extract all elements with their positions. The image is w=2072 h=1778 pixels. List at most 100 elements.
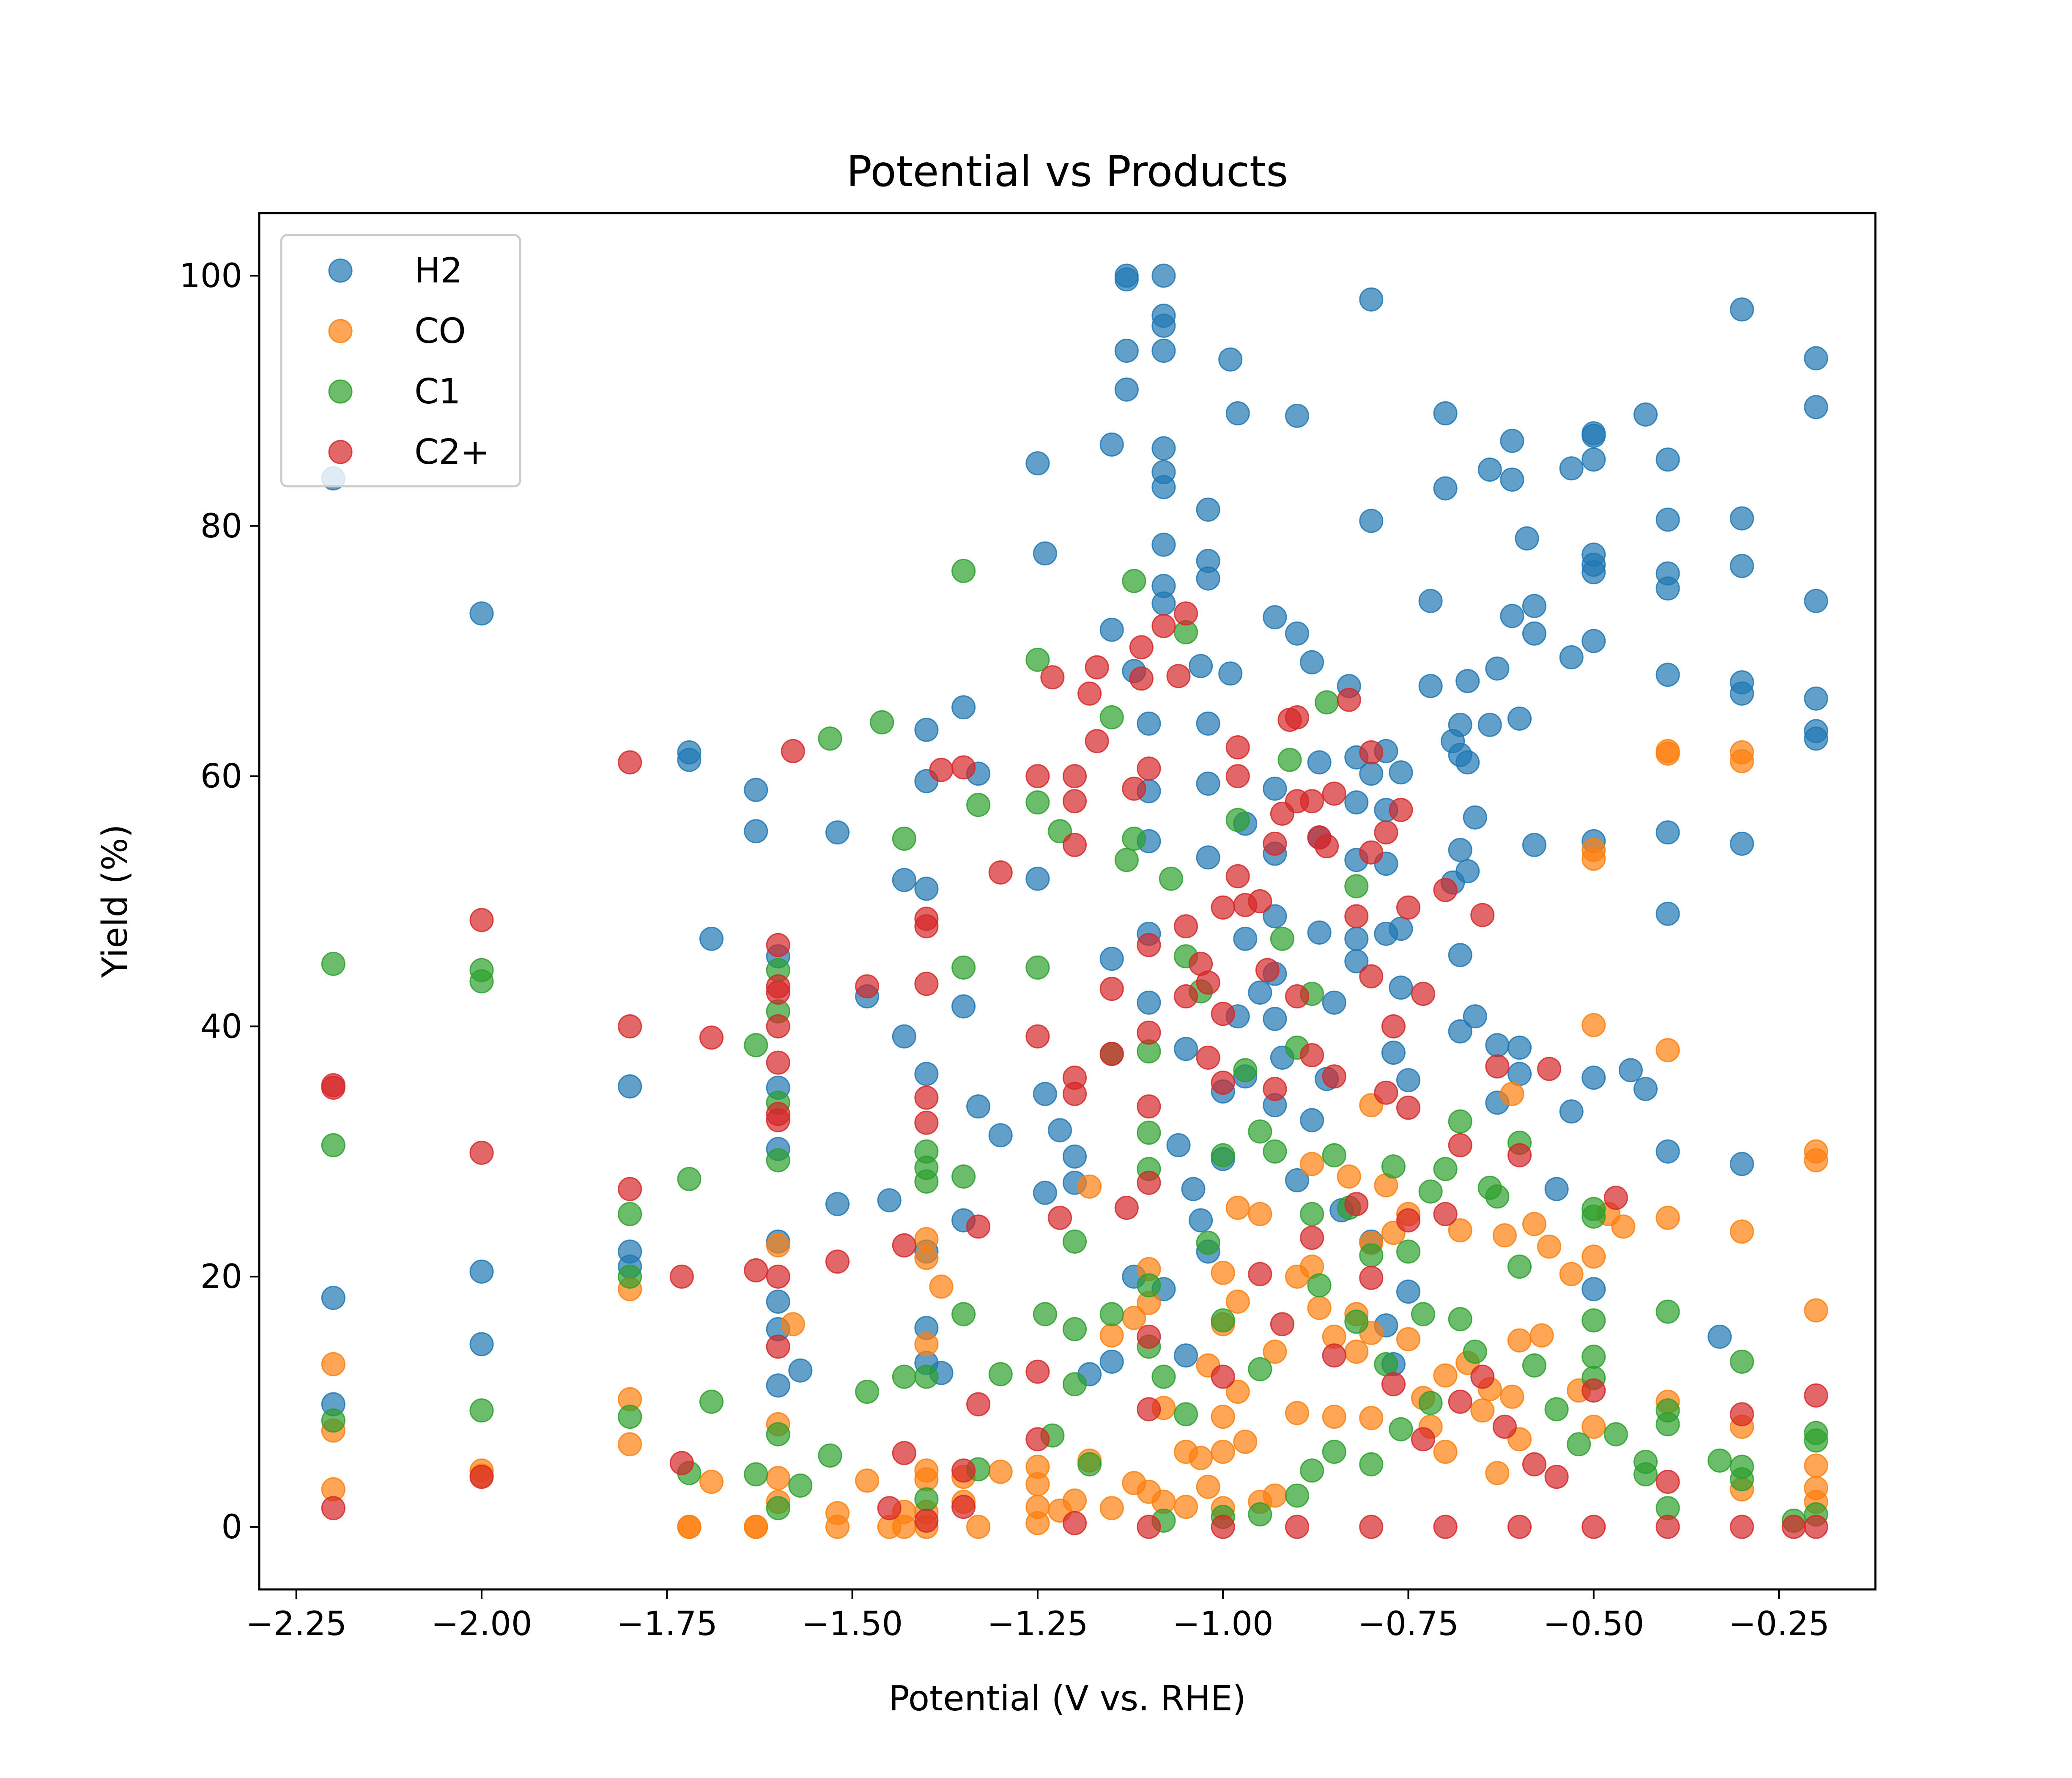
- point-h2-102: [1344, 790, 1369, 815]
- point-c1-112: [1655, 1412, 1680, 1436]
- point-h2-91: [1263, 1007, 1287, 1031]
- point-h2-5: [469, 1332, 494, 1356]
- point-c1-114: [1707, 1448, 1732, 1473]
- point-c2plus-53: [1085, 655, 1109, 679]
- point-co-116: [1655, 741, 1680, 766]
- chart-title: Potential vs Products: [847, 147, 1288, 196]
- point-h2-6: [618, 1074, 642, 1099]
- x-tick-label-8: −0.25: [1729, 1605, 1830, 1643]
- point-c2plus-63: [1137, 1020, 1161, 1045]
- point-h2-188: [1166, 1133, 1191, 1157]
- point-h2-121: [1433, 476, 1458, 501]
- point-c1-46: [1063, 1317, 1087, 1341]
- point-co-12: [744, 1515, 768, 1539]
- point-c1-72: [1248, 1357, 1272, 1381]
- point-c1-49: [1099, 705, 1124, 729]
- point-co-69: [1263, 1340, 1287, 1364]
- point-c2plus-134: [1270, 1312, 1294, 1337]
- point-co-92: [1433, 1440, 1458, 1464]
- point-c1-13: [744, 1462, 768, 1487]
- point-c2plus-125: [1581, 1515, 1606, 1539]
- point-c1-7: [618, 1264, 642, 1289]
- point-c2plus-71: [1174, 914, 1198, 939]
- point-c2plus-122: [1781, 1515, 1806, 1539]
- point-c1-17: [766, 1148, 790, 1173]
- ticks-layer: −2.25 −2.00 −1.75 −1.50 −1.25 −1.00 −0.75 −0.50…: [179, 257, 1829, 1643]
- point-co-122: [1729, 1219, 1754, 1244]
- x-tick-label-3: −1.50: [802, 1605, 903, 1643]
- point-c2plus-138: [1359, 1266, 1384, 1290]
- point-co-54: [1174, 1495, 1198, 1519]
- point-h2-73: [1174, 1037, 1198, 1061]
- point-co-15: [766, 1466, 790, 1490]
- point-c2plus-52: [1077, 681, 1102, 706]
- point-h2-78: [1196, 711, 1220, 736]
- point-c1-61: [1159, 866, 1183, 891]
- point-h2-176: [1729, 506, 1754, 531]
- point-h2-1: [321, 1286, 345, 1310]
- point-c2plus-19: [766, 1108, 790, 1132]
- point-c2plus-40: [988, 860, 1013, 885]
- point-c1-52: [1114, 848, 1139, 872]
- point-co-45: [1099, 1496, 1124, 1520]
- point-co-7: [618, 1432, 642, 1457]
- point-h2-124: [1448, 712, 1472, 737]
- point-c2plus-9: [669, 1264, 694, 1289]
- point-c1-58: [1137, 1273, 1161, 1298]
- point-h2-116: [1389, 975, 1413, 1000]
- point-c2plus-6: [618, 750, 642, 775]
- y-tick-label-5: 100: [179, 257, 242, 295]
- point-c2plus-93: [1300, 789, 1324, 814]
- point-co-0: [321, 1352, 345, 1376]
- point-c1-22: [818, 1443, 842, 1468]
- point-c1-79: [1307, 1273, 1332, 1298]
- point-c2plus-54: [1085, 729, 1109, 753]
- point-c2plus-96: [1315, 834, 1339, 858]
- point-h2-154: [1581, 424, 1606, 448]
- point-c1-60: [1151, 1364, 1176, 1389]
- point-c2plus-61: [1137, 756, 1161, 781]
- point-c2plus-136: [1322, 1343, 1346, 1368]
- y-tick-label-0: 0: [221, 1508, 242, 1546]
- point-c2plus-144: [1448, 1389, 1472, 1414]
- point-c2plus-103: [1359, 964, 1384, 989]
- point-c2plus-13: [766, 933, 790, 957]
- point-c2plus-141: [1396, 1208, 1420, 1233]
- point-h2-21: [788, 1358, 813, 1383]
- point-co-118: [1655, 1205, 1680, 1230]
- point-h2-44: [1033, 541, 1057, 566]
- point-c2plus-15: [766, 981, 790, 1005]
- point-co-112: [1581, 1414, 1606, 1439]
- point-h2-117: [1396, 1068, 1420, 1093]
- point-c1-101: [1567, 1432, 1591, 1457]
- point-c2plus-84: [1248, 889, 1272, 913]
- point-h2-67: [1151, 436, 1176, 460]
- point-c1-66: [1196, 1230, 1220, 1255]
- point-h2-171: [1655, 820, 1680, 845]
- point-c1-75: [1277, 748, 1302, 772]
- point-c2plus-11: [699, 1025, 724, 1050]
- legend-label-c1: C1: [414, 372, 460, 412]
- point-h2-79: [1196, 771, 1220, 796]
- point-h2-173: [1655, 1139, 1680, 1164]
- point-c2plus-77: [1211, 1002, 1235, 1026]
- point-h2-3: [469, 601, 494, 626]
- point-c1-1: [321, 1133, 345, 1157]
- plot-frame: [258, 212, 1877, 1591]
- point-c2plus-45: [1040, 665, 1065, 690]
- legend-frame: [280, 234, 521, 488]
- point-co-31: [929, 1274, 954, 1299]
- point-c2plus-21: [766, 1334, 790, 1359]
- point-h2-196: [1248, 981, 1272, 1005]
- point-c2plus-108: [1396, 1096, 1420, 1120]
- point-c1-48: [1077, 1452, 1102, 1477]
- point-co-77: [1322, 1405, 1346, 1429]
- point-co-44: [1099, 1323, 1124, 1348]
- point-c1-105: [1581, 1345, 1606, 1369]
- point-co-58: [1211, 1260, 1235, 1285]
- point-h2-143: [1507, 1036, 1532, 1060]
- point-h2-126: [1448, 838, 1472, 862]
- point-h2-208: [1174, 1343, 1198, 1368]
- point-h2-167: [1655, 507, 1680, 532]
